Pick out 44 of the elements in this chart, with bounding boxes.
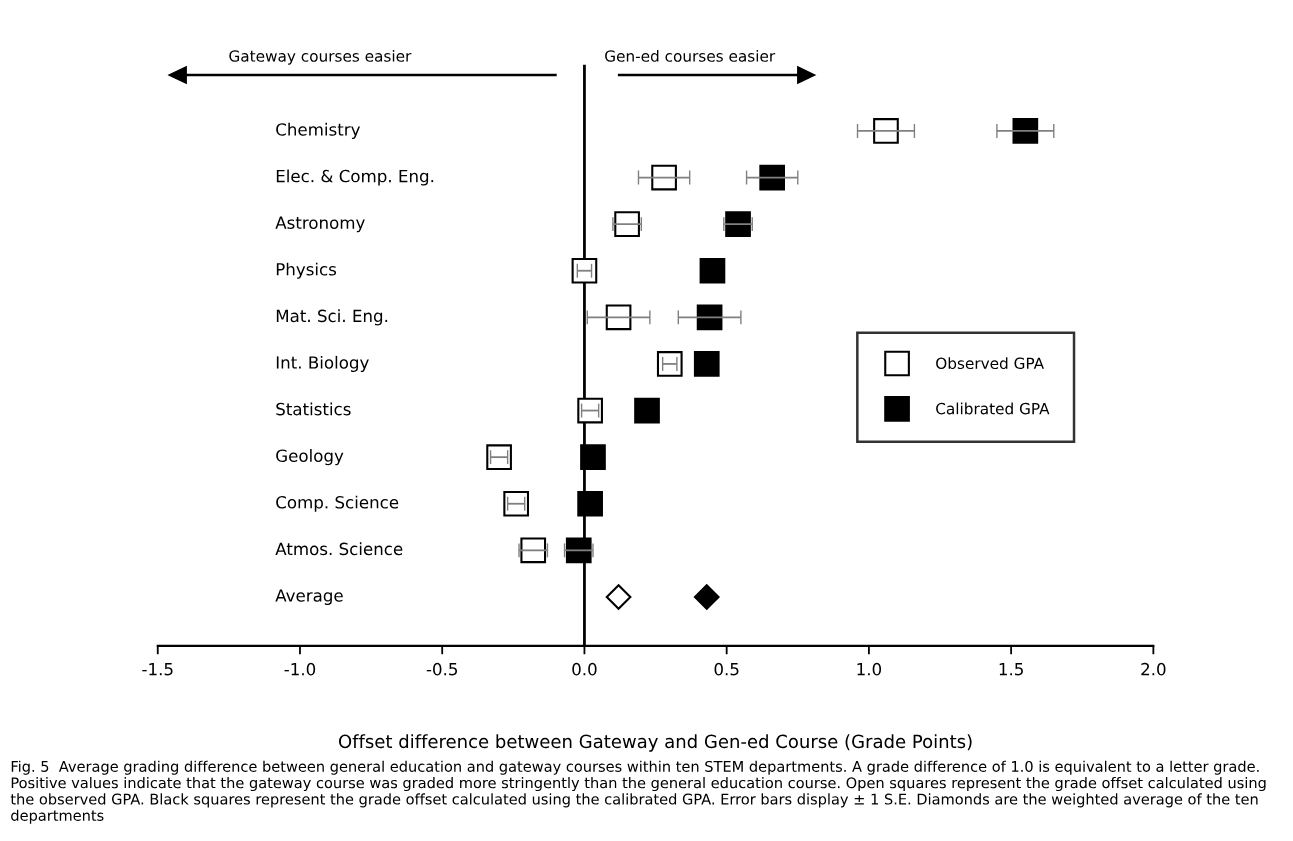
point — [571, 257, 598, 284]
point — [565, 537, 592, 564]
y-tick-label: Chemistry — [276, 122, 360, 139]
point — [577, 490, 603, 517]
point — [605, 584, 632, 610]
point — [696, 304, 723, 331]
y-tick-label: Mat. Sci. Eng. — [276, 309, 388, 326]
point — [693, 351, 720, 377]
point — [873, 118, 899, 144]
x-tick-label: 1.5 — [999, 663, 1023, 676]
x-tick-label: -1.0 — [284, 662, 316, 676]
point — [651, 164, 677, 191]
x-tick-label: -1.5 — [142, 663, 173, 676]
point — [605, 304, 632, 331]
text: Gen-ed courses easier — [605, 49, 776, 62]
x-tick-label: 0.0 — [572, 662, 597, 676]
legend-label: Observed GPA — [936, 357, 1045, 370]
y-tick-label: Average — [275, 589, 343, 606]
point — [577, 397, 603, 424]
y-tick-label: Statistics — [276, 402, 351, 416]
y-tick-label: Comp. Science — [276, 495, 399, 512]
x-tick-label: 0.5 — [714, 662, 739, 676]
y-tick-label: Elec. & Comp. Eng. — [276, 169, 434, 186]
y-tick-label: Int. Biology — [276, 355, 369, 373]
y-tick-label: Atmos. Science — [275, 542, 403, 556]
point — [520, 537, 547, 564]
x-tick-label: 2.0 — [1141, 662, 1166, 676]
point — [614, 211, 640, 237]
y-tick-label: Physics — [276, 262, 337, 279]
annotation: Gateway courses easier — [229, 49, 412, 65]
legend-label: Calibrated GPA — [936, 402, 1050, 415]
x-tick-label: -0.5 — [426, 662, 458, 676]
point — [1012, 118, 1039, 144]
x-axis-title: Offset difference between Gateway and Gen-ed Course (Grade Points) — [338, 734, 972, 752]
caption: Fig. 5 Average grading difference between general education and gateway courses within ten STEM departments. A grade difference of 1.0 is equivalent to a letter grade. Positive values indicate that the gateway course was graded more stringently than the general education course. Open squares represent the grade offset calculated using the observed GPA. Black squares represent the grade offset calculated using the calibrated GPA. Error bars display ± 1 S.E. Diamonds are the weighted average of the ten departments — [10, 760, 1266, 824]
point — [725, 211, 751, 237]
x-tick-label: 1.0 — [857, 662, 882, 676]
point — [693, 584, 720, 610]
point — [759, 164, 786, 191]
point — [580, 444, 606, 470]
point — [634, 397, 660, 424]
y-tick-label: Geology — [276, 449, 344, 466]
y-tick-label: Astronomy — [275, 216, 365, 233]
point — [699, 257, 726, 284]
